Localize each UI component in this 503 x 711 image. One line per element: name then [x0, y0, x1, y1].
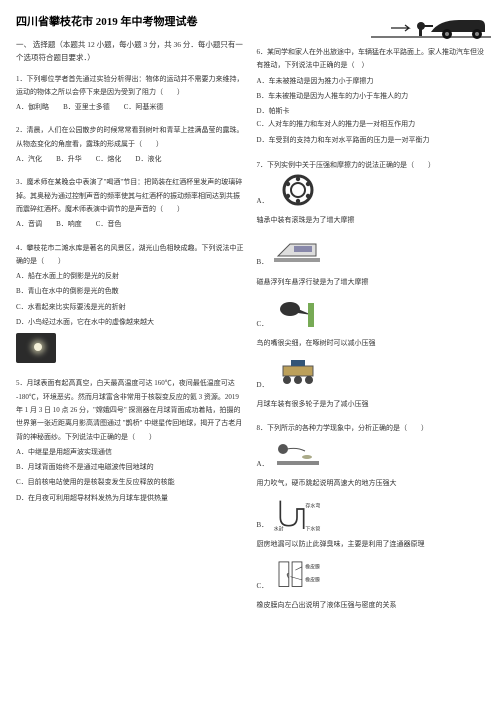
q2-opt-d: D．液化 — [135, 153, 161, 166]
q4-opt-c: C．水看起来比实际要浅是光的折射 — [16, 301, 247, 314]
q5-stem: 5．月球表面有起高真空，白天最高温度可达 160℃，夜间最低温度可达 -180℃… — [16, 377, 247, 443]
q8-stem: 8．下列所示的各种力学现象中，分析正确的是（ ） — [257, 422, 488, 435]
bearing-icon — [273, 172, 323, 208]
q7-a-caption: 轴承中装有滚珠是为了增大摩擦 — [257, 214, 488, 227]
question-3: 3．魔术师在某晚会中表演了"喝酒"节目：把简装在红酒杯里发声的玻璃碎掉。其奥秘为… — [16, 176, 247, 231]
svg-text:橡皮膜: 橡皮膜 — [305, 564, 320, 571]
q3-opt-a: A．音调 — [16, 218, 42, 231]
membrane-icon: 橡皮膜 橡皮膜 — [272, 557, 322, 593]
q7-opt-c: C． — [257, 295, 488, 331]
q3-opt-c: C．音色 — [96, 218, 122, 231]
right-column: 6．某同学和家人在外出旅途中，车辆猛在水平路面上。家人推动汽车但没有推动，下列说… — [257, 14, 488, 623]
car-illustration — [371, 14, 491, 42]
q2-opt-a: A．汽化 — [16, 153, 42, 166]
q7-b-caption: 磁悬浮列车悬浮行驶是为了增大摩擦 — [257, 276, 488, 289]
q8-opt-a: A． — [257, 435, 488, 471]
q5-opt-a: A．中继星是用超声波实现通信 — [16, 446, 247, 459]
exam-title: 四川省攀枝花市 2019 年中考物理试卷 — [16, 14, 247, 32]
q5-opt-d: D．在月夜可利用超导材料发热为月球车提供热量 — [16, 492, 247, 505]
question-8: 8．下列所示的各种力学现象中，分析正确的是（ ） A． 用力吹气，硬币跳起说明高… — [257, 422, 488, 613]
bird-beak-icon — [272, 295, 322, 331]
q4-opt-b: B．青山在水中的倒影是光的色散 — [16, 285, 247, 298]
q2-opt-b: B．升华 — [56, 153, 82, 166]
q7-stem: 7．下列实例中关于压强和摩擦力的说法正确的是（ ） — [257, 159, 488, 172]
utrap-icon: 存水弯 水封 下水管 — [272, 496, 322, 532]
q8-a-caption: 用力吹气，硬币跳起说明高速大的地方压强大 — [257, 477, 488, 490]
q8-opt-c: C． 橡皮膜 橡皮膜 — [257, 557, 488, 593]
q6-opt-d: D．车受到的支持力和车对水平路面的压力是一对平衡力 — [257, 134, 488, 147]
q4-image — [16, 333, 56, 363]
q7-d-caption: 月球车装有很多轮子是为了减小压强 — [257, 398, 488, 411]
q1-opt-b: B．亚里士多德 — [63, 101, 110, 114]
q3-stem: 3．魔术师在某晚会中表演了"喝酒"节目：把简装在红酒杯里发声的玻璃碎掉。其奥秘为… — [16, 176, 247, 216]
left-column: 四川省攀枝花市 2019 年中考物理试卷 一、 选择题（本题共 12 小题，每小… — [16, 14, 247, 623]
q2-stem: 2．清晨，人们在公园散步的时候常常看到树叶和青草上挂满晶莹的露珠。从物态变化的角… — [16, 124, 247, 151]
q5-opt-b: B．月球背面始终不是通过电磁波传回地球的 — [16, 461, 247, 474]
q7-opt-d: D． — [257, 356, 488, 392]
q4-opt-a: A．船在水面上的倒影是光的反射 — [16, 270, 247, 283]
q2-opt-c: C．熔化 — [96, 153, 122, 166]
q7-opt-b: B． — [257, 234, 488, 270]
q1-opt-d-moved: D．帕斯卡 — [257, 105, 290, 118]
q4-stem: 4．攀枝花市二滩水库是著名的风景区，湖光山色相映成趣。下列说法中正确的是（ ） — [16, 242, 247, 269]
section-1-heading: 一、 选择题（本题共 12 小题，每小题 3 分，共 36 分．每小题只有一个选… — [16, 38, 247, 65]
q6-opt-c: C．人对车的推力和车对人的推力是一对相互作用力 — [257, 118, 488, 131]
svg-text:下水管: 下水管 — [306, 526, 321, 532]
svg-text:水封: 水封 — [274, 526, 284, 532]
q8-c-caption: 橡皮膜向左凸出说明了液体压强与密度的关系 — [257, 599, 488, 612]
q1-opt-a: A．伽利略 — [16, 101, 49, 114]
rover-icon — [273, 356, 323, 392]
question-4: 4．攀枝花市二滩水库是著名的风景区，湖光山色相映成趣。下列说法中正确的是（ ） … — [16, 242, 247, 368]
q1-stem: 1．下列哪位学者首先通过实验分析得出：物体的运动并不需要力来维持，运动的物体之所… — [16, 73, 247, 100]
q6-opt-a: A．车未被推动是因为推力小于摩擦力 — [257, 75, 488, 88]
question-2: 2．清晨，人们在公园散步的时候常常看到树叶和青草上挂满晶莹的露珠。从物态变化的角… — [16, 124, 247, 166]
svg-text:存水弯: 存水弯 — [306, 502, 321, 509]
q6-opt-b: B．车未被推动是因为人推车的力小于车推人的力 — [257, 90, 488, 103]
q8-b-caption: 厨房地漏可以防止此弹臭味，主要是利用了连通器原理 — [257, 538, 488, 551]
svg-text:橡皮膜: 橡皮膜 — [305, 577, 320, 584]
question-5: 5．月球表面有起高真空，白天最高温度可达 160℃，夜间最低温度可达 -180℃… — [16, 377, 247, 507]
q7-c-caption: 鸟的嘴很尖细，在啄树时可以减小压强 — [257, 337, 488, 350]
q4-opt-d: D．小鸟经过水面，它在水中的虚像越来越大 — [16, 316, 247, 329]
q8-opt-b: B． 存水弯 水封 下水管 — [257, 496, 488, 532]
question-6: 6．某同学和家人在外出旅途中，车辆猛在水平路面上。家人推动汽车但没有推动，下列说… — [257, 46, 488, 149]
question-7: 7．下列实例中关于压强和摩擦力的说法正确的是（ ） A． 轴承中装有滚珠是为了增… — [257, 159, 488, 411]
q3-opt-b: B．响度 — [56, 218, 82, 231]
q6-stem: 6．某同学和家人在外出旅途中，车辆猛在水平路面上。家人推动汽车但没有推动，下列说… — [257, 48, 485, 69]
maglev-icon — [272, 234, 322, 270]
q1-opt-c: C．阿基米德 — [124, 101, 164, 114]
coin-blow-icon — [273, 435, 323, 471]
q7-opt-a: A． — [257, 172, 488, 208]
question-1: 1．下列哪位学者首先通过实验分析得出：物体的运动并不需要力来维持，运动的物体之所… — [16, 73, 247, 115]
q5-opt-c: C．目前核电站使用的是核裂变发生反应释放的核能 — [16, 476, 247, 489]
